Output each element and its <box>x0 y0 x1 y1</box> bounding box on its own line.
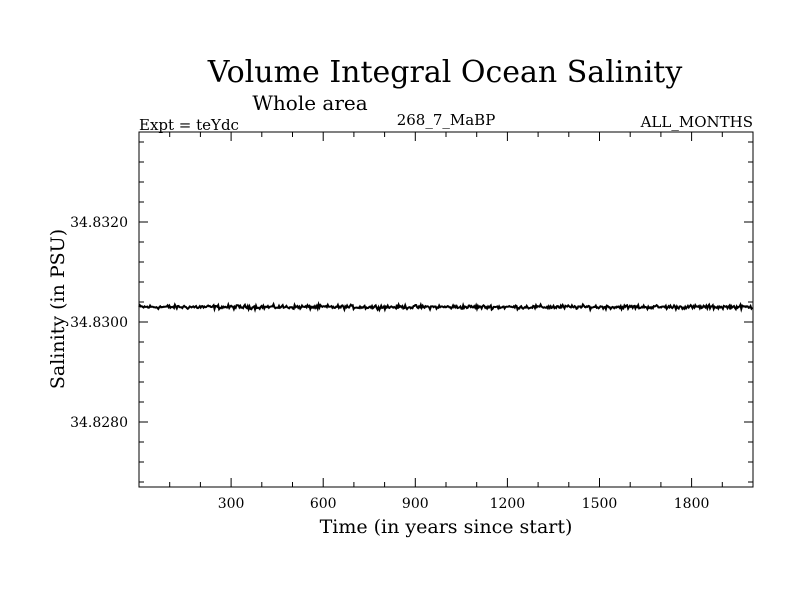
y-tick-label: 34.8280 <box>70 415 128 431</box>
chart-subtitle: Whole area <box>252 91 367 115</box>
x-axis-tick-labels: 300 600 900 1200 1500 1800 <box>218 496 710 512</box>
x-tick-label: 1500 <box>582 496 618 512</box>
x-tick-label: 600 <box>310 496 337 512</box>
expt-label: Expt = teYdc <box>139 116 239 134</box>
y-tick-label: 34.8300 <box>70 315 128 331</box>
x-axis-ticks <box>169 132 723 487</box>
x-tick-label: 1200 <box>490 496 526 512</box>
x-tick-label: 300 <box>218 496 245 512</box>
x-tick-label: 900 <box>402 496 429 512</box>
y-axis-label: Salinity (in PSU) <box>47 229 69 389</box>
y-tick-label: 34.8320 <box>70 215 128 231</box>
plot-frame <box>138 131 754 488</box>
months-label: ALL_MONTHS <box>640 113 753 131</box>
x-axis-label: Time (in years since start) <box>320 516 573 538</box>
y-axis-ticks <box>139 141 753 483</box>
x-tick-label: 1800 <box>674 496 710 512</box>
y-axis-tick-labels: 34.8280 34.8300 34.8320 <box>70 215 128 431</box>
run-label: 268_7_MaBP <box>397 111 496 129</box>
series-line-salinity <box>138 300 754 313</box>
chart-title: Volume Integral Ocean Salinity <box>207 55 683 90</box>
